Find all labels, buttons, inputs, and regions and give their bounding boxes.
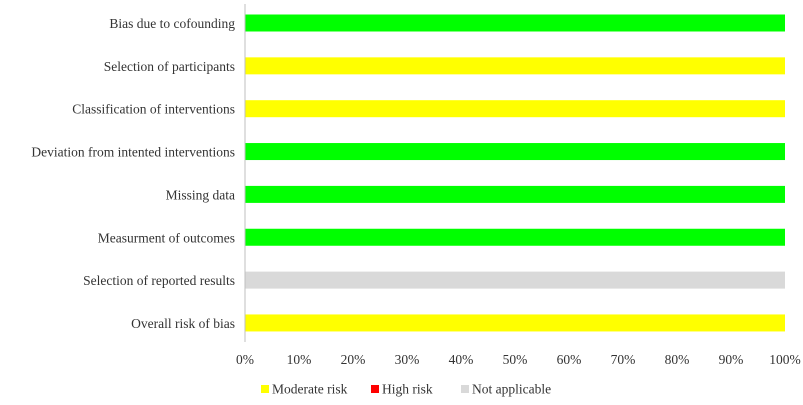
x-tick-label: 70% bbox=[611, 352, 636, 367]
category-label: Bias due to cofounding bbox=[109, 16, 235, 31]
x-tick-label: 100% bbox=[769, 352, 801, 367]
x-tick-label: 30% bbox=[395, 352, 420, 367]
x-tick-label: 80% bbox=[665, 352, 690, 367]
legend-swatch bbox=[371, 385, 379, 393]
legend-item: Moderate risk bbox=[261, 382, 348, 397]
x-tick-label: 40% bbox=[449, 352, 474, 367]
x-tick-label: 20% bbox=[341, 352, 366, 367]
legend-label: Not applicable bbox=[472, 382, 551, 397]
legend-label: High risk bbox=[382, 382, 433, 397]
category-label: Classification of interventions bbox=[72, 102, 235, 117]
bar-low-5 bbox=[245, 228, 785, 246]
legend-swatch bbox=[261, 385, 269, 393]
x-tick-labels: 0% 10% 20% 30% 40% 50% 60% 70% 80% 90% 100% bbox=[236, 352, 801, 367]
legend-swatch bbox=[461, 385, 469, 393]
legend-item: Not applicable bbox=[461, 382, 551, 397]
bar-na-6 bbox=[245, 271, 785, 289]
bar-low-3 bbox=[245, 143, 785, 161]
category-label: Overall risk of bias bbox=[131, 316, 235, 331]
bar-moderate-7 bbox=[245, 314, 785, 332]
category-label: Missing data bbox=[166, 187, 235, 202]
bar-moderate-1 bbox=[245, 57, 785, 75]
bar-moderate-2 bbox=[245, 100, 785, 118]
x-tick-label: 0% bbox=[236, 352, 254, 367]
bar-low-4 bbox=[245, 185, 785, 203]
category-label: Selection of participants bbox=[104, 59, 235, 74]
category-label: Selection of reported results bbox=[83, 273, 235, 288]
legend-label: Moderate risk bbox=[272, 382, 348, 397]
category-labels: Bias due to cofounding Selection of parti… bbox=[31, 16, 235, 331]
x-tick-label: 10% bbox=[287, 352, 312, 367]
category-label: Deviation from intented interventions bbox=[31, 145, 235, 160]
category-label: Measurment of outcomes bbox=[98, 230, 235, 245]
x-tick-label: 60% bbox=[557, 352, 582, 367]
legend-item: High risk bbox=[371, 382, 433, 397]
x-tick-label: 50% bbox=[503, 352, 528, 367]
legend: Moderate risk High risk Not applicable bbox=[261, 382, 551, 397]
bars-group bbox=[245, 14, 785, 332]
bar-low-0 bbox=[245, 14, 785, 32]
x-tick-label: 90% bbox=[719, 352, 744, 367]
